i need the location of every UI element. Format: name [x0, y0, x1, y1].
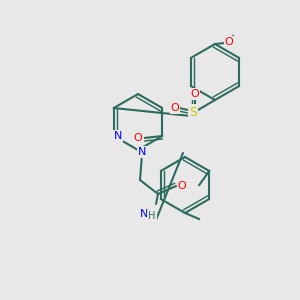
Text: O: O: [178, 181, 186, 191]
Text: N: N: [140, 209, 148, 219]
Text: N: N: [114, 131, 122, 141]
Text: S: S: [189, 106, 197, 118]
Text: O: O: [225, 37, 233, 47]
Text: O: O: [171, 103, 179, 113]
Text: O: O: [134, 133, 142, 143]
Text: N: N: [138, 147, 146, 157]
Text: O: O: [190, 89, 200, 99]
Text: H: H: [148, 211, 156, 221]
